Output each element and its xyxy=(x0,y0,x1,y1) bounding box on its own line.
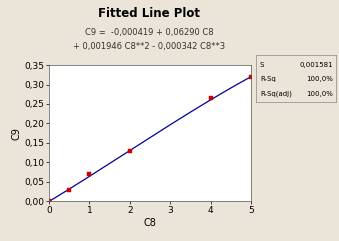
Text: C9 =  -0,000419 + 0,06290 C8: C9 = -0,000419 + 0,06290 C8 xyxy=(85,28,214,37)
Y-axis label: C9: C9 xyxy=(12,127,21,140)
X-axis label: C8: C8 xyxy=(144,218,156,228)
Text: S: S xyxy=(260,62,264,68)
Text: 100,0%: 100,0% xyxy=(306,91,333,97)
Text: 100,0%: 100,0% xyxy=(306,76,333,82)
Text: + 0,001946 C8**2 - 0,000342 C8**3: + 0,001946 C8**2 - 0,000342 C8**3 xyxy=(73,42,225,51)
Text: 0,001581: 0,001581 xyxy=(300,62,333,68)
Text: R-Sq: R-Sq xyxy=(260,76,276,82)
Text: Fitted Line Plot: Fitted Line Plot xyxy=(98,7,200,20)
Text: R-Sq(adj): R-Sq(adj) xyxy=(260,91,292,97)
